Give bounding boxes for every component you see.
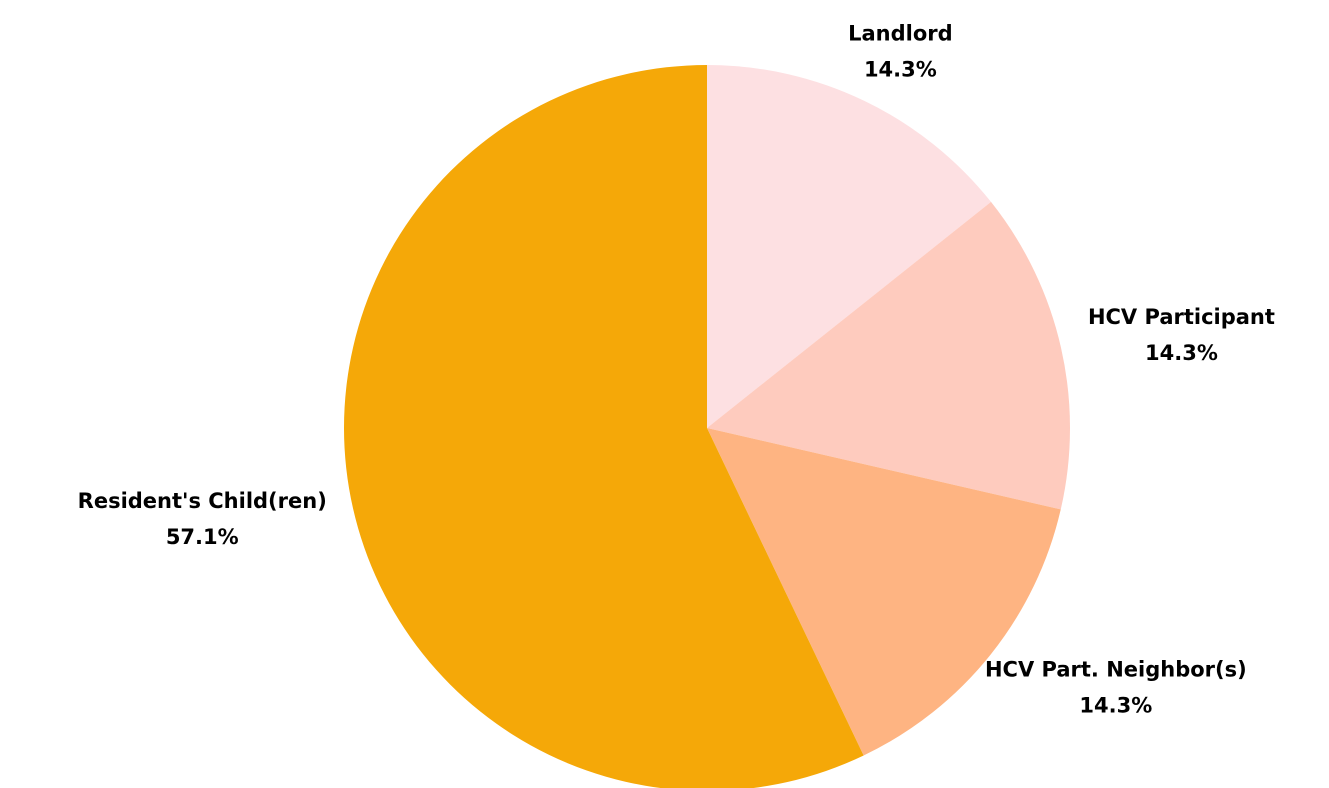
- slice-label: HCV Part. Neighbor(s): [985, 658, 1247, 682]
- slice-label: Landlord: [848, 21, 953, 45]
- pie-slice: [707, 65, 992, 428]
- slice-label: Resident's Child(ren): [78, 489, 327, 513]
- slice-label: HCV Participant: [1088, 305, 1275, 329]
- pie-slice: [707, 201, 1071, 510]
- slice-value-label: 14.3%: [864, 57, 937, 81]
- slice-value-label: 57.1%: [166, 525, 239, 549]
- pie-slice: [707, 428, 1061, 756]
- slice-value-label: 14.3%: [1079, 694, 1152, 718]
- slice-value-label: 14.3%: [1145, 341, 1218, 365]
- pie-slice: [344, 65, 864, 788]
